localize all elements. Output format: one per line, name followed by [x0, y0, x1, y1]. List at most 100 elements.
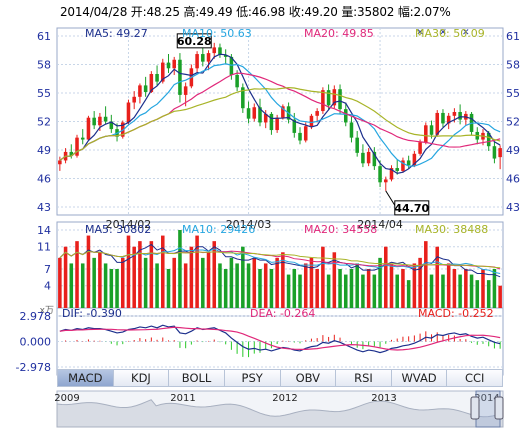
candle-body	[309, 115, 314, 127]
candle-body	[486, 132, 491, 147]
candle-body	[418, 142, 422, 154]
candle-body	[355, 137, 359, 153]
volume-label: 量:	[341, 5, 358, 19]
tab-rsi[interactable]: RSI	[336, 369, 392, 387]
candle-body	[155, 74, 159, 82]
volume-bar	[120, 257, 125, 308]
tab-kdj[interactable]: KDJ	[113, 369, 170, 387]
ma20-line	[59, 72, 501, 161]
price-tick-label-right: 49	[506, 144, 520, 157]
volume-bar	[321, 246, 325, 308]
navigator-year-label: 2014	[474, 393, 499, 404]
volume-bar	[395, 274, 399, 308]
candle-body	[201, 54, 205, 62]
volume-bar	[212, 241, 217, 308]
event-marker-icon: ✕	[439, 28, 447, 38]
macd-tick-label: 0.000	[20, 336, 52, 349]
low-label: 低:	[236, 5, 252, 19]
candle-body	[229, 56, 234, 75]
candle-body	[258, 107, 262, 123]
candle-body	[178, 59, 182, 95]
low-annotation-label: 44.70	[394, 202, 429, 215]
candle-body	[321, 90, 325, 112]
candle-body	[498, 148, 502, 158]
volume-bar	[366, 269, 371, 308]
macd-legend-dif: DIF: -0.390	[62, 307, 122, 320]
price-tick-label-right: 43	[506, 201, 520, 214]
low-pointer	[385, 190, 397, 208]
tab-psy[interactable]: PSY	[224, 369, 281, 387]
price-tick-label-left: 49	[37, 144, 51, 157]
high-label: 高:	[183, 5, 200, 19]
date-tick-label: 2014/03	[226, 218, 272, 231]
candle-body	[338, 89, 342, 110]
candle-body	[492, 146, 497, 159]
volume-tick-label: 11	[37, 241, 51, 254]
candle-body	[292, 119, 297, 133]
volume-bar	[115, 269, 119, 308]
price-tick-label-right: 52	[506, 116, 520, 129]
volume-bar	[195, 235, 199, 308]
price-tick-label-left: 52	[37, 116, 51, 129]
volume-bar	[109, 269, 114, 308]
tab-boll[interactable]: BOLL	[169, 369, 225, 387]
event-marker-icon: ✕	[416, 28, 424, 38]
candle-body	[435, 112, 440, 135]
volume-ma30-line	[59, 250, 501, 269]
tab-macd[interactable]: MACD	[57, 369, 114, 387]
price-legend-ma5: MA5: 49.27	[85, 27, 148, 40]
price-tick-label-left: 61	[37, 30, 51, 43]
volume-bar	[103, 263, 108, 308]
low-value: 46.98	[251, 5, 286, 19]
tab-cci[interactable]: CCI	[447, 369, 503, 387]
volume-bar	[69, 263, 74, 308]
date-tick-label: 2014/04	[357, 218, 403, 231]
volume-bar	[161, 235, 165, 308]
volume-bar	[98, 252, 102, 308]
price-legend-ma10: MA10: 50.63	[182, 27, 252, 40]
price-legend-ma20: MA20: 49.85	[304, 27, 374, 40]
volume-bar	[292, 269, 297, 308]
volume-bar	[269, 269, 274, 308]
candle-body	[98, 116, 102, 126]
candle-body	[361, 152, 365, 164]
candle-body	[332, 89, 337, 106]
volume-bar	[389, 263, 394, 308]
volume-bar	[178, 230, 182, 308]
dif-line	[59, 324, 501, 354]
volume-bar	[263, 263, 268, 308]
price-tick-label-right: 55	[506, 87, 520, 100]
candle-body	[349, 122, 354, 138]
price-tick-label-right: 58	[506, 59, 520, 72]
macd-legend-macd: MACD: -0.252	[418, 307, 494, 320]
navigator-left-handle[interactable]	[470, 396, 480, 420]
change-value: 2.07%	[413, 5, 451, 19]
close-label: 收:	[288, 5, 305, 19]
close-value: 49.20	[304, 5, 338, 19]
volume-bar	[378, 257, 382, 308]
macd-legend-dea: DEA: -0.264	[250, 307, 315, 320]
volume-bar	[498, 285, 502, 308]
tab-obv[interactable]: OBV	[280, 369, 337, 387]
volume-bar	[326, 274, 331, 308]
volume-bar	[492, 269, 497, 308]
navigator-year-label: 2009	[54, 393, 79, 404]
high-annotation-box	[176, 33, 212, 49]
candle-body	[412, 153, 417, 166]
volume-legend-ma30: MA30: 38488	[415, 223, 488, 236]
volume-bar	[241, 246, 245, 308]
navigator-right-handle[interactable]	[494, 396, 504, 420]
candle-body	[235, 74, 239, 88]
volume-bar	[401, 269, 405, 308]
candle-body	[132, 96, 136, 103]
volume-bar	[183, 263, 188, 308]
volume-bar	[252, 257, 257, 308]
tab-wvad[interactable]: WVAD	[391, 369, 448, 387]
candle-body	[143, 85, 148, 93]
volume-bar	[458, 274, 462, 308]
volume-bar	[218, 263, 222, 308]
price-tick-label-left: 58	[37, 59, 51, 72]
volume-bar	[143, 257, 148, 308]
